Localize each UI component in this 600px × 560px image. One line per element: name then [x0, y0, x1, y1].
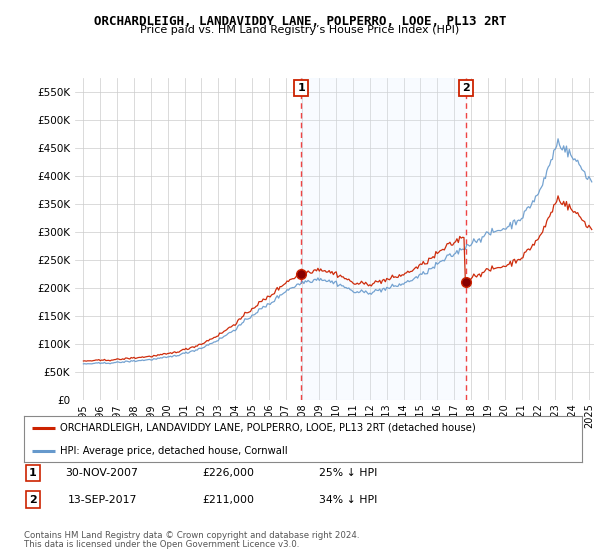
Text: Price paid vs. HM Land Registry’s House Price Index (HPI): Price paid vs. HM Land Registry’s House …	[140, 25, 460, 35]
Text: 30-NOV-2007: 30-NOV-2007	[65, 468, 139, 478]
Text: 2: 2	[29, 494, 37, 505]
Text: This data is licensed under the Open Government Licence v3.0.: This data is licensed under the Open Gov…	[24, 540, 299, 549]
Text: 25% ↓ HPI: 25% ↓ HPI	[319, 468, 377, 478]
Text: 2: 2	[462, 83, 470, 93]
Text: 34% ↓ HPI: 34% ↓ HPI	[319, 494, 377, 505]
Text: £226,000: £226,000	[202, 468, 254, 478]
Text: 1: 1	[29, 468, 37, 478]
Text: £211,000: £211,000	[202, 494, 254, 505]
Text: ORCHARDLEIGH, LANDAVIDDY LANE, POLPERRO, LOOE, PL13 2RT: ORCHARDLEIGH, LANDAVIDDY LANE, POLPERRO,…	[94, 15, 506, 27]
Text: ORCHARDLEIGH, LANDAVIDDY LANE, POLPERRO, LOOE, PL13 2RT (detached house): ORCHARDLEIGH, LANDAVIDDY LANE, POLPERRO,…	[60, 423, 476, 432]
Text: 1: 1	[297, 83, 305, 93]
Text: Contains HM Land Registry data © Crown copyright and database right 2024.: Contains HM Land Registry data © Crown c…	[24, 531, 359, 540]
Text: HPI: Average price, detached house, Cornwall: HPI: Average price, detached house, Corn…	[60, 446, 288, 455]
Bar	[301, 78, 466, 400]
Text: 13-SEP-2017: 13-SEP-2017	[67, 494, 137, 505]
